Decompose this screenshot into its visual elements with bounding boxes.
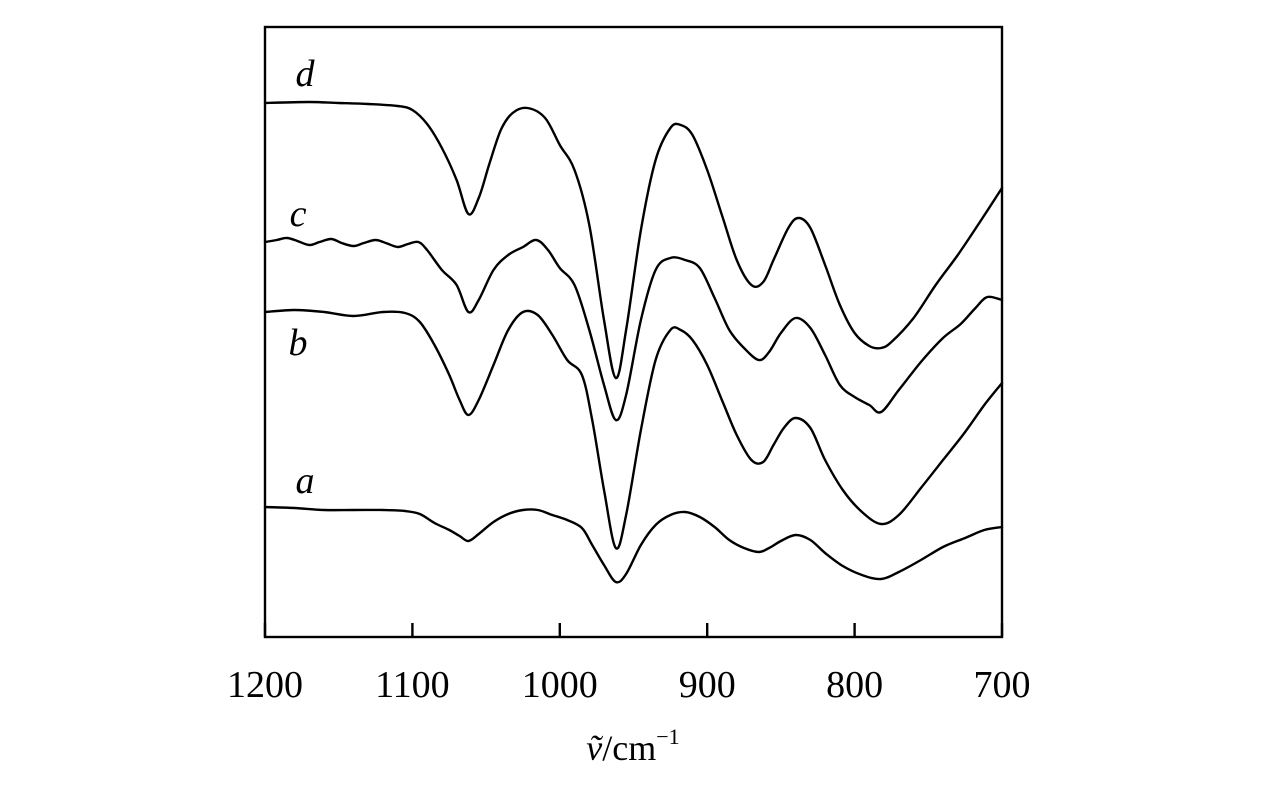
x-axis-exponent: −1 [656, 724, 679, 749]
x-axis-unit: /cm [602, 728, 656, 768]
series-line-a [263, 505, 1004, 584]
x-ticks: 1200 1100 1000 900 800 700 [227, 623, 1031, 706]
x-tick-label: 1000 [522, 664, 598, 706]
x-tick-label: 700 [974, 664, 1031, 706]
series-label-c: c [290, 193, 307, 235]
x-tick-label: 800 [826, 664, 883, 706]
plot-frame [263, 25, 1004, 639]
series-lines [263, 100, 1004, 584]
series-labels: d c b a [289, 53, 316, 502]
series-label-a: a [296, 460, 315, 502]
series-line-b [263, 308, 1004, 550]
x-axis-symbol: ṽ [586, 728, 603, 768]
x-tick-label: 1100 [375, 664, 450, 706]
x-axis-title: ṽ/cm−1 [586, 724, 679, 768]
series-line-d [263, 100, 1004, 380]
series-line-c [263, 236, 1004, 422]
series-label-b: b [289, 322, 308, 364]
x-tick-label: 900 [679, 664, 736, 706]
series-label-d: d [296, 53, 316, 95]
x-tick-label: 1200 [227, 664, 303, 706]
